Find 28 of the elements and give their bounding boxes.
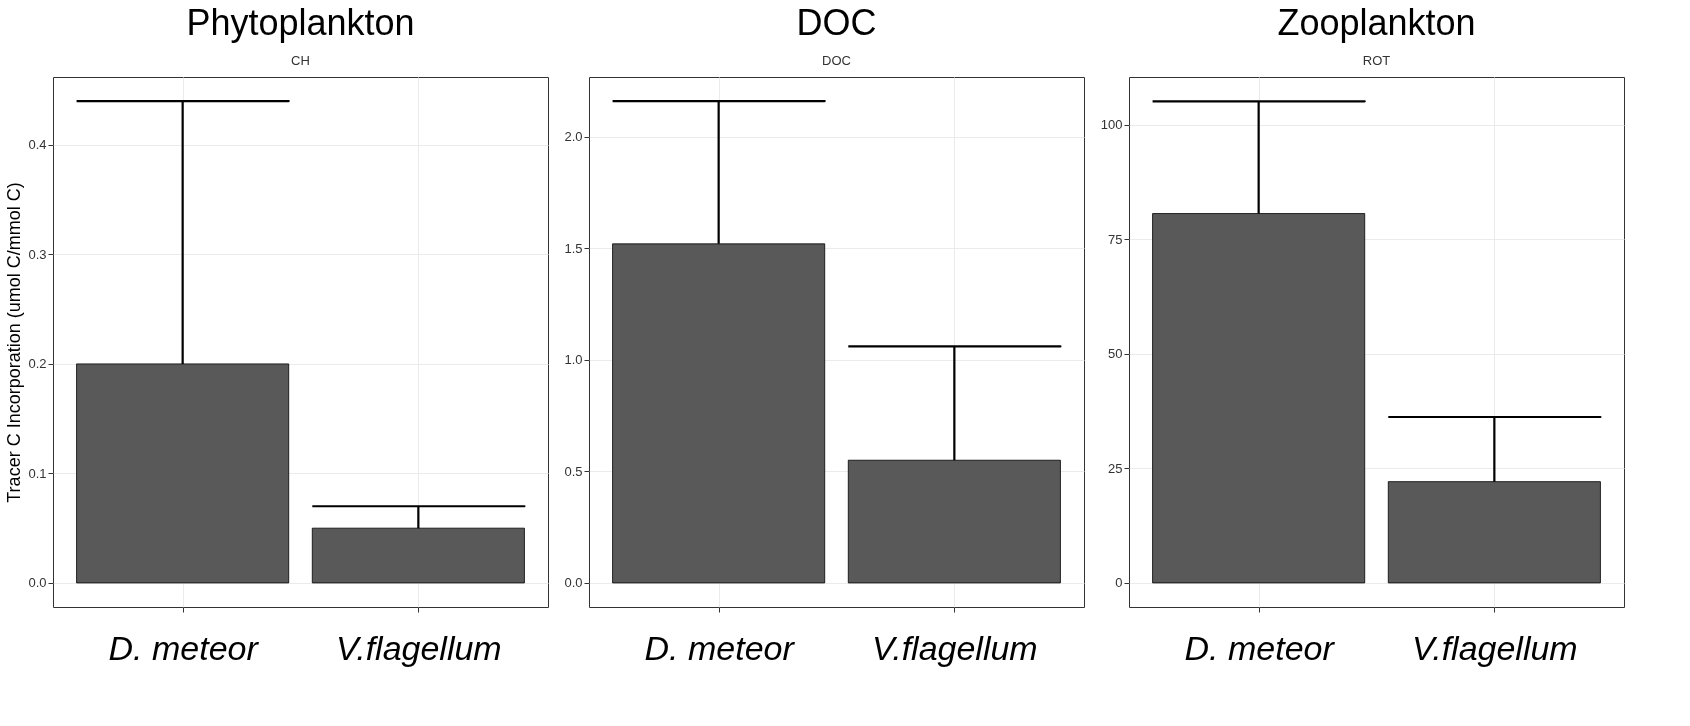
y-tick-label: 0.2 (28, 356, 47, 372)
y-tick-label: 1.0 (564, 352, 583, 368)
chart-subtitle: ROT (1362, 53, 1391, 68)
y-tick-label: 0.5 (564, 463, 583, 479)
chart-subtitle: DOC (822, 53, 851, 68)
y-tick-label: 25 (1108, 460, 1123, 476)
x-tick-label: V.flagellum (1412, 628, 1578, 667)
y-tick-label: 2.0 (564, 129, 583, 145)
y-tick-label: 0.0 (28, 575, 47, 591)
y-tick-label: 50 (1108, 346, 1123, 362)
y-tick-label: 75 (1108, 231, 1123, 247)
y-tick-label: 0.3 (28, 246, 47, 262)
x-tick-label: V.flagellum (872, 628, 1038, 667)
x-tick-label: D. meteor (1184, 628, 1336, 667)
y-axis-title: Tracer C Incorporation (umol C/mmol C) (4, 182, 25, 503)
chart-subtitle: CH (291, 53, 310, 68)
x-tick-label: D. meteor (644, 628, 796, 667)
chart-title: Zooplankton (1277, 2, 1476, 43)
chart-title: Phytoplankton (186, 2, 415, 43)
y-tick-label: 0.0 (564, 575, 583, 591)
y-tick-label: 0 (1115, 575, 1123, 591)
chart-title: DOC (796, 2, 877, 43)
y-tick-label: 0.1 (28, 465, 47, 481)
x-tick-label: V.flagellum (336, 628, 502, 667)
y-tick-label: 0.4 (28, 137, 47, 153)
x-tick-label: D. meteor (108, 628, 260, 667)
y-tick-label: 1.5 (564, 240, 583, 256)
y-tick-label: 100 (1100, 117, 1123, 133)
